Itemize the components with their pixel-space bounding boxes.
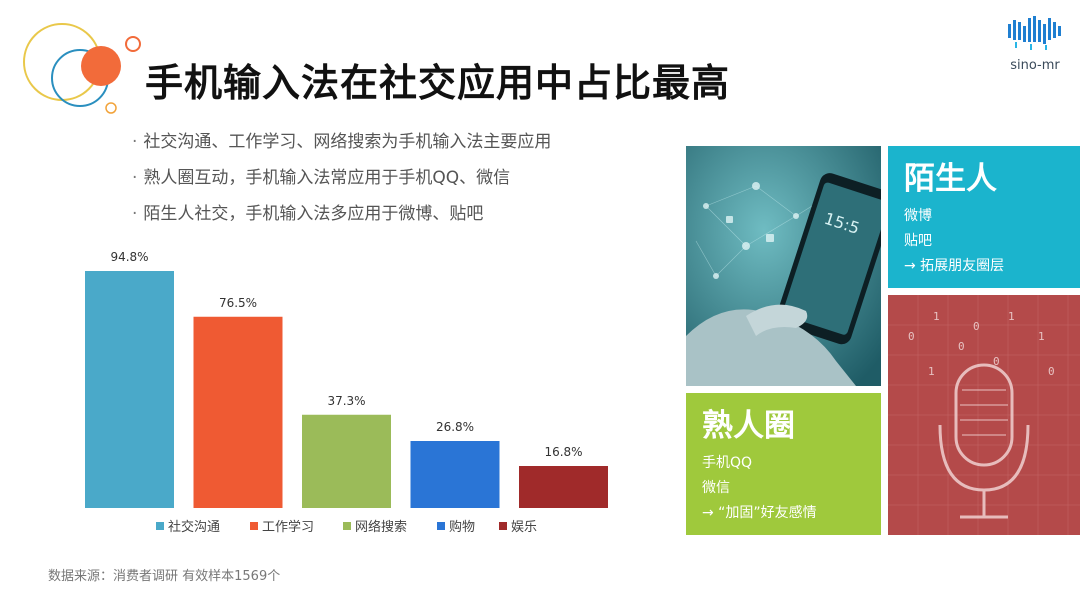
legend-swatch xyxy=(499,522,507,530)
acquaintance-tile-line: 手机QQ xyxy=(702,455,753,471)
stranger-tile-title: 陌生人 xyxy=(904,161,997,197)
microphone-icon: 101 001 01 0 xyxy=(888,295,1080,535)
bullet-item: 陌生人社交，手机输入法多应用于微博、贴吧 xyxy=(132,196,551,232)
legend-swatch xyxy=(156,522,164,530)
bar-2 xyxy=(193,316,283,508)
acquaintance-tile-line: 微信 xyxy=(702,480,730,496)
svg-text:0: 0 xyxy=(908,330,915,343)
acquaintance-tile: 熟人圈 手机QQ 微信 → “加固”好友感情 xyxy=(686,393,881,535)
acquaintance-tile-line: → “加固”好友感情 xyxy=(702,505,817,521)
bar-4 xyxy=(410,441,500,508)
legend-swatch xyxy=(437,522,445,530)
legend-swatch xyxy=(343,522,351,530)
svg-text:0: 0 xyxy=(1048,365,1055,378)
bullet-item: 社交沟通、工作学习、网络搜索为手机输入法主要应用 xyxy=(132,124,551,160)
legend-label: 网络搜索 xyxy=(355,519,407,535)
stranger-tile-line: 贴吧 xyxy=(904,233,932,249)
legend-label: 社交沟通 xyxy=(168,519,220,535)
smartphone-hand-icon: 15:5 xyxy=(686,146,881,386)
bullet-list: 社交沟通、工作学习、网络搜索为手机输入法主要应用 熟人圈互动，手机输入法常应用于… xyxy=(132,124,551,232)
bar-5 xyxy=(519,466,608,508)
legend-swatch xyxy=(250,522,258,530)
svg-text:1: 1 xyxy=(1008,310,1015,323)
smartphone-photo: 15:5 xyxy=(686,146,881,386)
svg-text:1: 1 xyxy=(933,310,940,323)
acquaintance-tile-title: 熟人圈 xyxy=(702,408,795,444)
data-source-note: 数据来源：消费者调研 有效样本1569个 xyxy=(48,569,281,584)
svg-text:0: 0 xyxy=(973,320,980,333)
bar-1 xyxy=(85,271,174,508)
legend-label: 工作学习 xyxy=(262,519,314,535)
bullet-item: 熟人圈互动，手机输入法常应用于手机QQ、微信 xyxy=(132,160,551,196)
bar-value-label: 94.8% xyxy=(110,250,148,264)
svg-text:0: 0 xyxy=(958,340,965,353)
svg-text:1: 1 xyxy=(1038,330,1045,343)
stranger-tile-line: → 拓展朋友圈层 xyxy=(904,258,1005,274)
bar-chart: 94.8% 76.5% 37.3% 26.8% 16.8% 社交沟通 工作学习 网络搜索 购物 娱… xyxy=(85,250,608,535)
bar-3 xyxy=(302,414,391,508)
stranger-tile-line: 微博 xyxy=(904,208,932,224)
bar-value-label: 26.8% xyxy=(436,420,474,434)
page-title: 手机输入法在社交应用中占比最高 xyxy=(145,61,731,105)
decorative-circles-icon xyxy=(23,23,141,114)
legend-label: 娱乐 xyxy=(511,520,537,535)
stranger-tile: 陌生人 微博 贴吧 → 拓展朋友圈层 xyxy=(888,146,1080,288)
bar-value-label: 37.3% xyxy=(327,394,365,408)
logo: sino-mr xyxy=(1000,14,1070,84)
svg-text:1: 1 xyxy=(928,365,935,378)
svg-text:0: 0 xyxy=(993,355,1000,368)
legend-label: 购物 xyxy=(449,519,475,535)
bar-value-label: 16.8% xyxy=(544,445,582,459)
sino-mr-logo-icon xyxy=(1008,16,1061,50)
logo-text: sino-mr xyxy=(1010,58,1060,73)
bar-value-label: 76.5% xyxy=(219,296,257,310)
